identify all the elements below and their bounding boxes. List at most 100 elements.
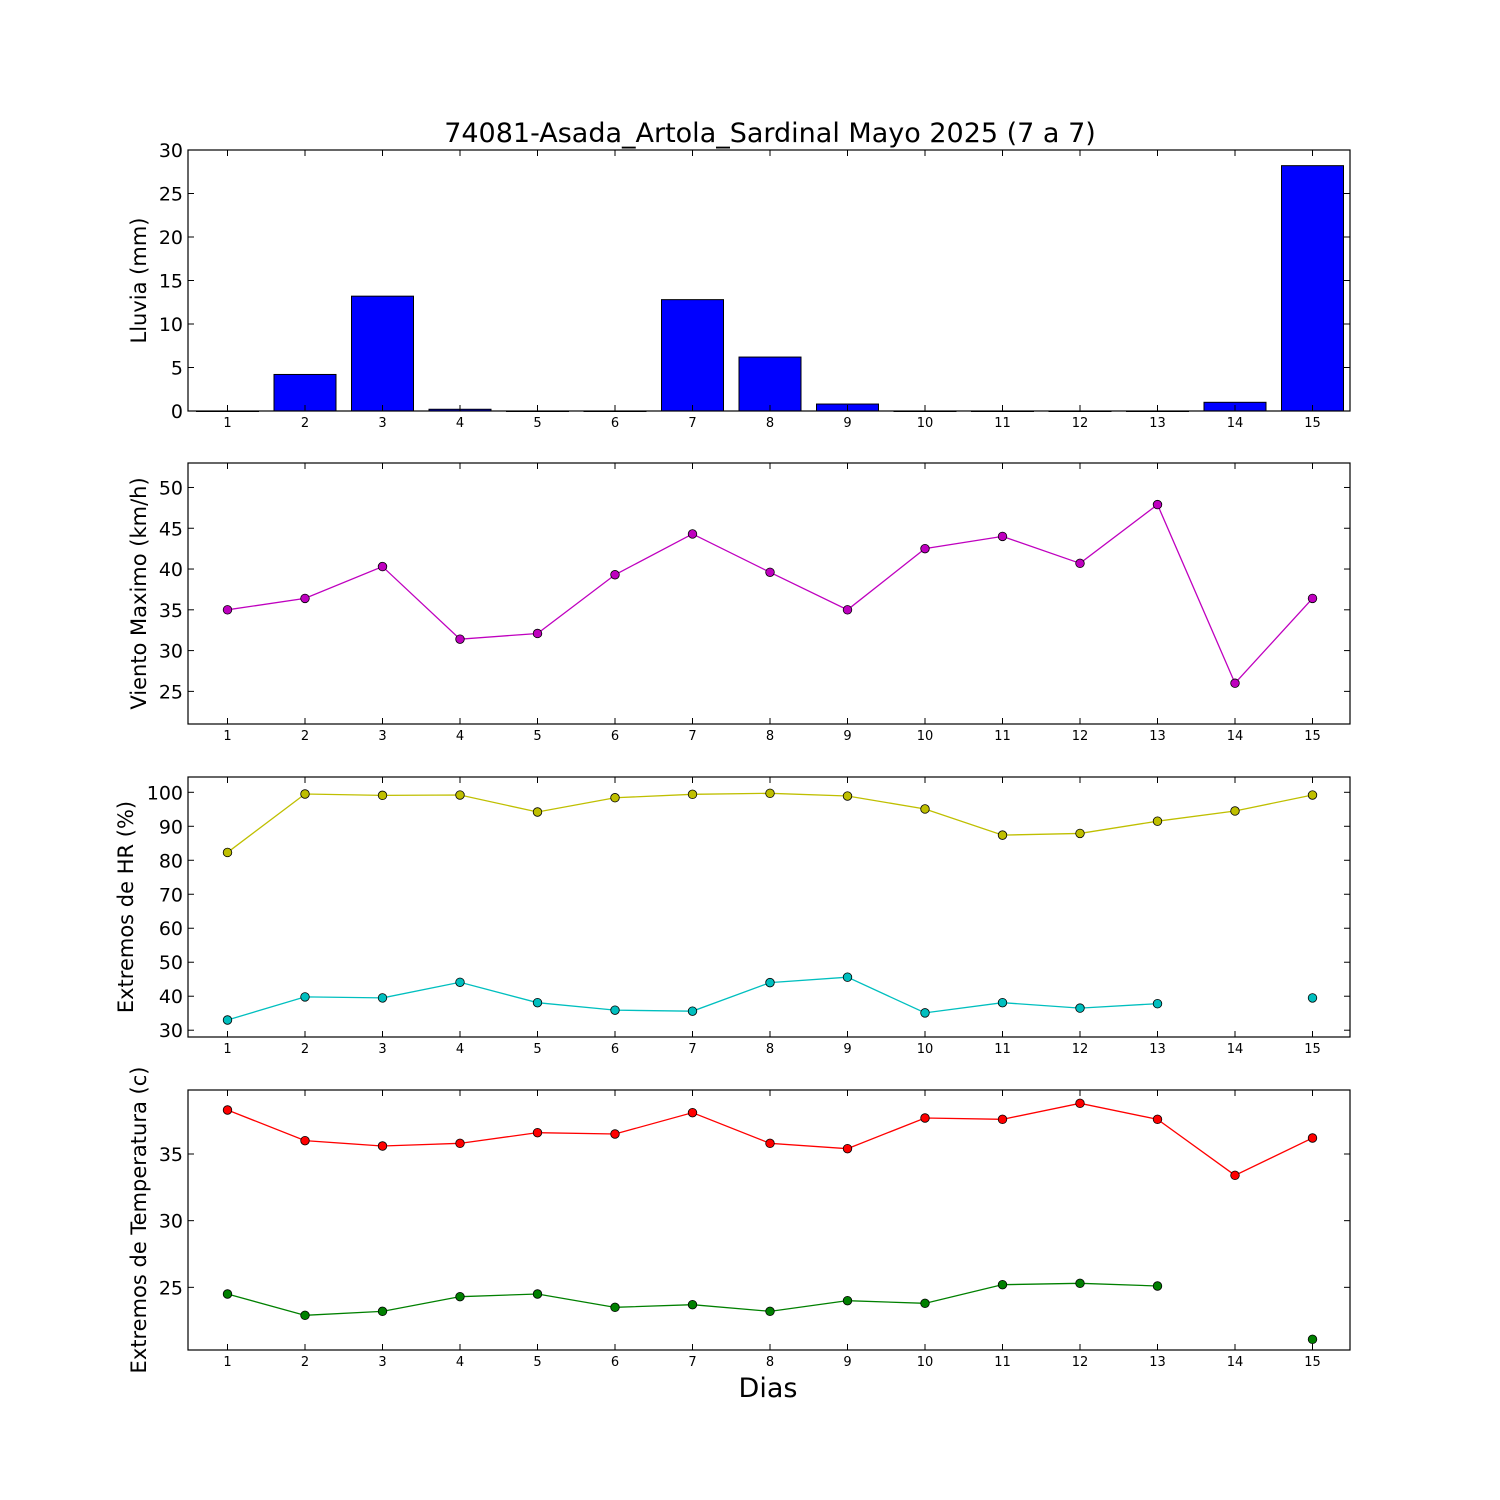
y-tick-label: 35	[159, 1144, 183, 1166]
x-tick-label: 13	[1149, 729, 1166, 744]
y-tick-label: 35	[159, 600, 183, 622]
x-tick-label: 3	[378, 729, 386, 744]
x-tick-label: 2	[301, 729, 309, 744]
axes-frame	[187, 776, 1351, 1038]
y-tick-label: 40	[159, 986, 183, 1008]
x-tick-label: 14	[1227, 1042, 1244, 1057]
x-tick-label: 8	[766, 416, 774, 431]
x-tick-label: 14	[1227, 416, 1244, 431]
axes-frame	[187, 1089, 1351, 1351]
series-2-point-day-15	[1307, 1334, 1318, 1345]
series-1-point-day-7	[687, 1107, 698, 1118]
series-1-point-day-3	[377, 1141, 388, 1151]
series-2-point-day-4	[455, 977, 465, 987]
x-tick-label: 5	[533, 1042, 541, 1057]
x-tick-label: 15	[1304, 1042, 1321, 1057]
series-1-point-day-14	[1230, 678, 1240, 688]
series-2-point-day-11	[997, 997, 1008, 1008]
series-1-point-day-4	[455, 1138, 465, 1149]
panel-3: 1 2 3 4 5 6 7 8 9 10 11 12 13 14 1530405060708090100Ex…	[114, 776, 1351, 1057]
x-tick-label: 6	[611, 1355, 619, 1370]
y-tick-label: 0	[171, 401, 183, 423]
x-tick-label: 15	[1304, 729, 1321, 744]
x-tick-label: 10	[917, 1355, 934, 1370]
series-2-point-day-13	[1152, 998, 1163, 1009]
x-tick-label: 15	[1304, 1355, 1321, 1370]
series-1-point-day-2	[300, 593, 310, 604]
panel-2: 1 2 3 4 5 6 7 8 9 10 11 12 13 14 15253035404550Viento …	[127, 462, 1351, 744]
x-tick-label: 1	[223, 1355, 231, 1370]
y-tick-label: 50	[159, 477, 183, 499]
x-tick-label: 5	[533, 729, 541, 744]
series-1-point-day-6	[610, 570, 620, 580]
series-1-point-day-14	[1230, 1170, 1240, 1181]
x-tick-label: 6	[611, 416, 619, 431]
series-1-point-day-14	[1230, 806, 1240, 816]
series-1-point-day-6	[610, 793, 620, 803]
series-1-point-day-13	[1152, 816, 1163, 826]
series-2-point-day-7	[687, 1006, 698, 1016]
x-tick-label: 6	[611, 729, 619, 744]
x-tick-label: 11	[994, 729, 1011, 744]
x-tick-label: 9	[843, 729, 851, 744]
series-1-point-day-2	[300, 1135, 310, 1146]
plot-area	[188, 1090, 1350, 1350]
series-1-point-day-3	[377, 790, 388, 801]
x-tick-label: 4	[456, 1042, 464, 1057]
x-tick-label: 2	[301, 1042, 309, 1057]
x-tick-label: 10	[917, 416, 934, 431]
x-tick-label: 2	[301, 1355, 309, 1370]
series-1-point-day-9	[842, 1143, 853, 1154]
bar-day-15	[1281, 165, 1344, 412]
series-2-point-day-1	[222, 1289, 233, 1299]
series-2-point-day-3	[377, 993, 388, 1003]
x-tick-label: 7	[688, 416, 696, 431]
bar-day-2	[273, 373, 337, 412]
x-tick-label: 10	[917, 729, 934, 744]
x-tick-label: 10	[917, 1042, 934, 1057]
x-tick-label: 13	[1149, 1042, 1166, 1057]
x-tick-label: 12	[1072, 1042, 1089, 1057]
x-tick-label: 3	[378, 1042, 386, 1057]
y-tick-label: 50	[159, 952, 183, 974]
x-tick-label: 5	[533, 416, 541, 431]
y-tick-label: 25	[159, 1277, 183, 1299]
y-tick-label: 100	[147, 782, 183, 804]
x-tick-label: 9	[843, 416, 851, 431]
series-1-point-day-1	[222, 605, 233, 615]
series-1-point-day-6	[610, 1129, 620, 1139]
series-1-point-day-3	[377, 561, 388, 572]
x-tick-label: 14	[1227, 1355, 1244, 1370]
chart-title: 74081-Asada_Artola_Sardinal Mayo 2025 (7…	[444, 118, 1096, 149]
series-2-point-day-2	[300, 1310, 310, 1321]
series-2-point-day-2	[300, 992, 310, 1002]
series-2-point-day-8	[765, 1306, 775, 1317]
x-tick-label: 11	[994, 1355, 1011, 1370]
x-tick-label: 12	[1072, 729, 1089, 744]
x-tick-label: 1	[223, 416, 231, 431]
series-2-point-day-12	[1075, 1003, 1085, 1013]
y-tick-label: 70	[159, 884, 183, 906]
x-tick-label: 4	[456, 729, 464, 744]
series-2-point-day-5	[532, 997, 543, 1008]
x-tick-label: 11	[994, 416, 1011, 431]
series-1-point-day-11	[997, 830, 1008, 840]
series-1-point-day-4	[455, 634, 465, 644]
series-1-point-day-8	[765, 788, 775, 799]
series-1-point-day-12	[1075, 1098, 1085, 1109]
series-1-point-day-7	[687, 789, 698, 800]
bar-day-7	[661, 299, 724, 412]
series-2-point-day-1	[222, 1015, 233, 1025]
plot-area	[188, 463, 1350, 724]
y-tick-label: 20	[159, 227, 183, 249]
y-tick-label: 10	[159, 314, 183, 336]
series-2-point-day-12	[1075, 1278, 1085, 1289]
series-1-point-day-5	[532, 807, 543, 817]
y-tick-label: 90	[159, 816, 183, 838]
x-tick-label: 5	[533, 1355, 541, 1370]
x-tick-label: 7	[688, 729, 696, 744]
y-tick-label: 60	[159, 918, 183, 940]
x-tick-label: 11	[994, 1042, 1011, 1057]
series-1-point-day-7	[687, 529, 698, 539]
